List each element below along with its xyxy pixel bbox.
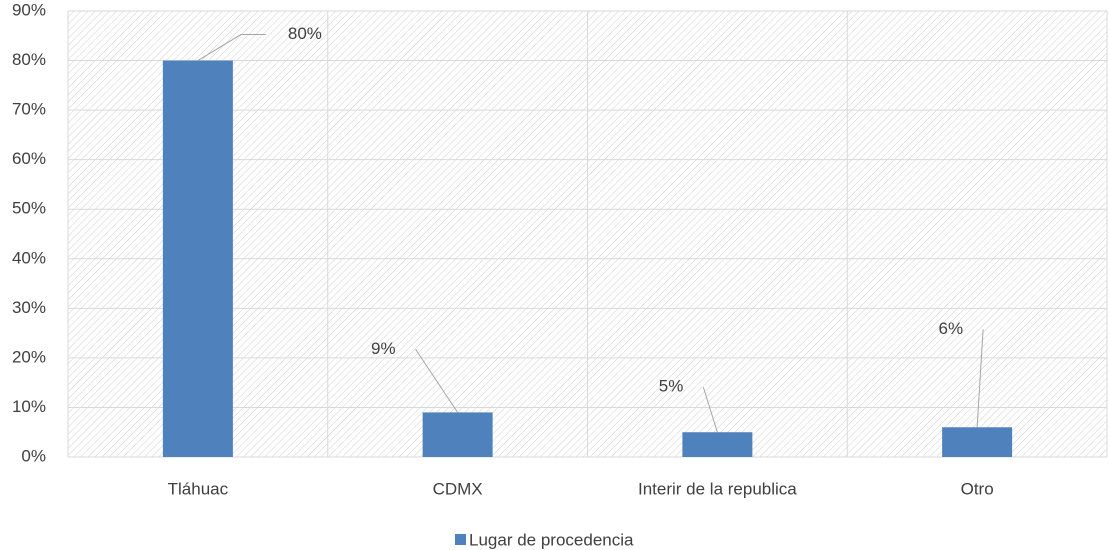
y-tick-label: 20%: [12, 347, 46, 366]
legend-label: Lugar de procedencia: [469, 530, 634, 549]
y-tick-label: 40%: [12, 248, 46, 267]
data-label: 80%: [288, 24, 322, 43]
y-tick-label: 60%: [12, 149, 46, 168]
leader-line: [415, 349, 459, 413]
y-tick-label: 30%: [12, 298, 46, 317]
data-label: 5%: [659, 377, 684, 396]
legend-swatch: [455, 534, 466, 545]
y-tick-label: 50%: [12, 199, 46, 218]
data-label: 6%: [939, 319, 964, 338]
x-tick-label: CDMX: [433, 479, 483, 498]
y-tick-label: 70%: [12, 100, 46, 119]
y-tick-label: 10%: [12, 397, 46, 416]
y-tick-label: 80%: [12, 50, 46, 69]
leader-line: [702, 387, 718, 433]
y-tick-label: 0%: [21, 446, 46, 465]
data-label: 9%: [371, 339, 396, 358]
leader-line: [976, 329, 984, 428]
bar: [682, 432, 753, 457]
x-tick-label: Tláhuac: [168, 479, 229, 498]
x-tick-label: Otro: [961, 479, 994, 498]
y-tick-label: 90%: [12, 0, 46, 19]
bar: [422, 412, 493, 457]
bar: [162, 60, 233, 458]
leader-line: [197, 34, 266, 61]
x-tick-label: Interir de la republica: [638, 479, 797, 498]
bar: [942, 427, 1013, 457]
